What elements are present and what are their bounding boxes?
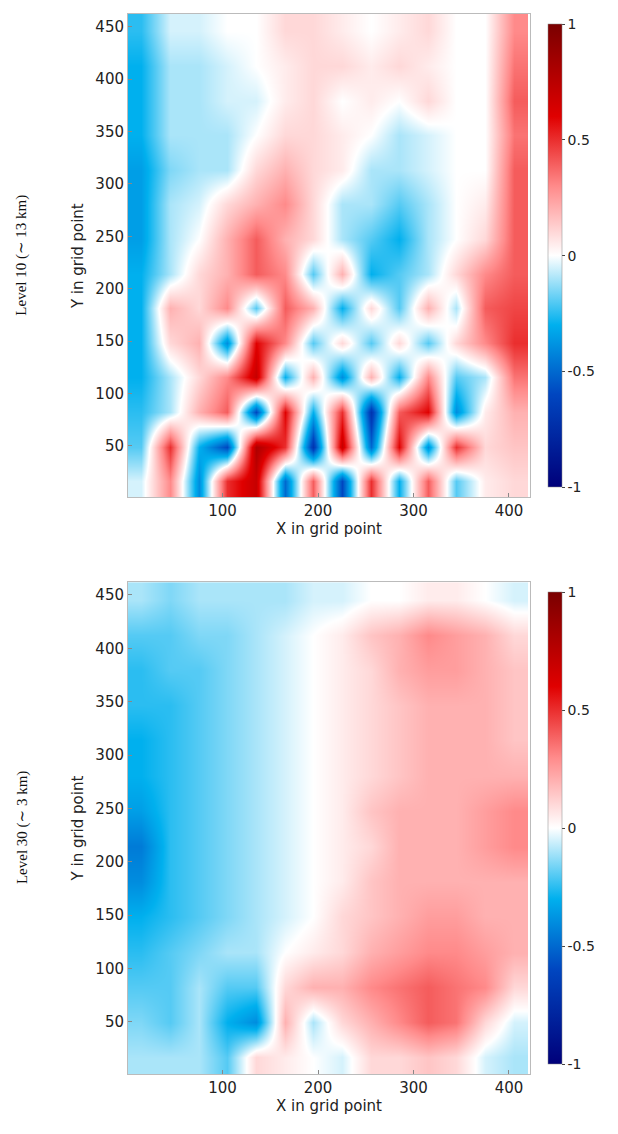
- svg-text:50: 50: [105, 437, 124, 455]
- svg-text:200: 200: [304, 502, 333, 520]
- svg-text:400: 400: [95, 70, 124, 88]
- svg-text:250: 250: [95, 800, 124, 818]
- svg-text:400: 400: [95, 640, 124, 658]
- svg-text:350: 350: [95, 123, 124, 141]
- svg-text:-0.5: -0.5: [568, 938, 595, 954]
- svg-text:Level 10 (∼ 13 km): Level 10 (∼ 13 km): [13, 195, 30, 316]
- svg-text:150: 150: [95, 332, 124, 350]
- svg-text:100: 100: [95, 960, 124, 978]
- svg-text:450: 450: [95, 586, 124, 604]
- svg-text:300: 300: [95, 746, 124, 764]
- svg-text:200: 200: [95, 280, 124, 298]
- svg-text:50: 50: [105, 1013, 124, 1031]
- svg-text:450: 450: [95, 18, 124, 36]
- svg-text:Level 30 (∼ 3 km): Level 30 (∼ 3 km): [14, 771, 31, 884]
- svg-text:X in grid point: X in grid point: [276, 1097, 382, 1115]
- svg-text:0: 0: [568, 248, 577, 264]
- svg-text:0: 0: [568, 820, 577, 836]
- svg-text:200: 200: [304, 1079, 333, 1097]
- svg-text:-1: -1: [568, 479, 582, 495]
- svg-text:150: 150: [95, 906, 124, 924]
- svg-text:350: 350: [95, 693, 124, 711]
- svg-text:1: 1: [568, 16, 577, 32]
- svg-text:-1: -1: [568, 1056, 582, 1072]
- svg-text:300: 300: [399, 1079, 428, 1097]
- svg-text:0.5: 0.5: [568, 702, 590, 718]
- svg-text:200: 200: [95, 853, 124, 871]
- svg-text:300: 300: [399, 502, 428, 520]
- svg-text:100: 100: [208, 1079, 237, 1097]
- svg-text:100: 100: [208, 502, 237, 520]
- svg-text:Y in grid point: Y in grid point: [69, 776, 87, 882]
- svg-text:100: 100: [95, 385, 124, 403]
- svg-text:0.5: 0.5: [568, 132, 590, 148]
- svg-text:X in grid point: X in grid point: [276, 520, 382, 538]
- svg-text:Y in grid point: Y in grid point: [69, 203, 87, 309]
- svg-text:250: 250: [95, 228, 124, 246]
- svg-text:300: 300: [95, 175, 124, 193]
- svg-text:-0.5: -0.5: [568, 363, 595, 379]
- svg-text:400: 400: [495, 1079, 524, 1097]
- svg-text:1: 1: [568, 584, 577, 600]
- svg-text:400: 400: [495, 502, 524, 520]
